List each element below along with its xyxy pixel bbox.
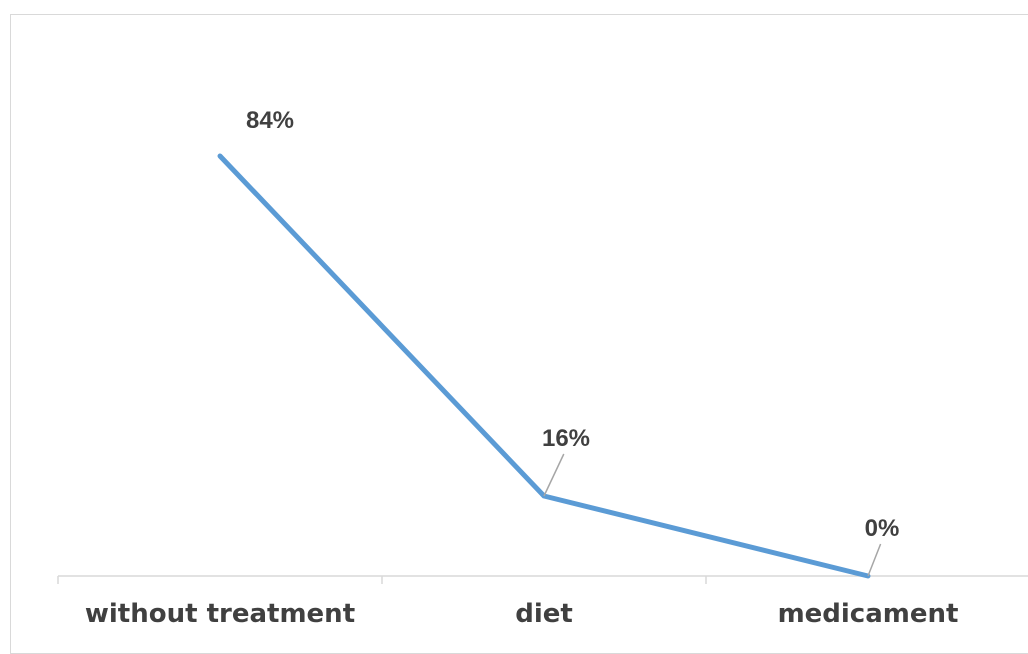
axis-layer: without treatment diet medicament (57, 575, 1028, 626)
series-line (217, 153, 871, 579)
line-layer (217, 153, 871, 579)
data-label: 0% (865, 515, 900, 542)
data-label: 84% (246, 107, 294, 134)
data-label-leader (867, 543, 882, 577)
category-label: diet (515, 599, 573, 626)
data-label-leader (543, 453, 565, 497)
line-chart: without treatment diet medicament 84% 16% 0% (57, 107, 1028, 626)
label-layer: 84% 16% 0% (246, 107, 900, 577)
category-label: without treatment (85, 599, 355, 626)
data-label: 16% (542, 425, 590, 452)
category-label: medicament (778, 599, 959, 626)
